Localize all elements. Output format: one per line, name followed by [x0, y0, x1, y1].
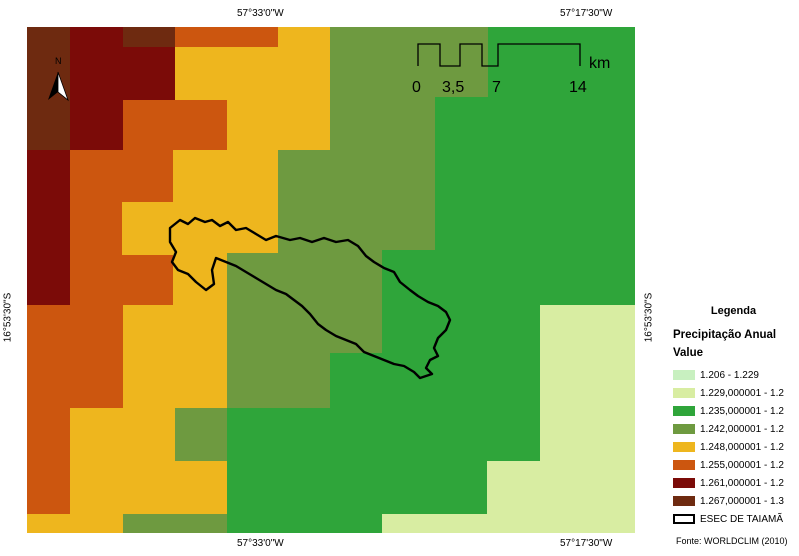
map-cell: [227, 253, 382, 353]
scale-unit: km: [589, 55, 610, 72]
coord-top-left: 57°33'0"W: [237, 8, 284, 19]
legend-swatch: [673, 388, 695, 398]
legend-swatch: [673, 406, 695, 416]
legend-subtitle: Precipitação Anual: [673, 329, 777, 341]
map-cell: [70, 255, 173, 305]
legend-swatch: [673, 496, 695, 506]
map-cell: [27, 305, 123, 408]
map-cell: [70, 150, 173, 202]
map-cell: [382, 514, 635, 533]
legend-field: Value: [673, 347, 704, 359]
legend-swatch: [673, 370, 695, 380]
map-cell: [175, 27, 278, 47]
legend-boundary-label: ESEC DE TAIAMÃ: [700, 513, 783, 525]
map-cell: [27, 150, 70, 305]
map-cell: [540, 305, 635, 461]
legend-item: 1.235,000001 - 1.2: [673, 404, 784, 418]
map-cell: [382, 305, 540, 353]
legend-item: 1.255,000001 - 1.2: [673, 458, 784, 472]
esec-boundary-outline: [168, 216, 452, 380]
map-cell: [330, 47, 488, 97]
legend-item-label: 1.242,000001 - 1.2: [700, 423, 784, 435]
legend-item: 1.242,000001 - 1.2: [673, 422, 784, 436]
map-cell: [123, 514, 227, 533]
map-cell: [70, 202, 122, 255]
legend-swatch: [673, 442, 695, 452]
coord-bottom-left: 57°33'0"W: [237, 538, 284, 549]
map-cell: [487, 461, 635, 514]
scale-tick-14: 14: [569, 79, 587, 96]
map-cell: [123, 100, 175, 150]
map-cell: [330, 353, 540, 408]
map-cell: [488, 27, 635, 97]
legend-item-label: 1.235,000001 - 1.2: [700, 405, 784, 417]
precipitation-map: N km 0 3,5 7 14: [27, 27, 635, 533]
legend-item-boundary: ESEC DE TAIAMÃ: [673, 512, 783, 526]
legend-item: 1.206 - 1.229: [673, 368, 759, 382]
legend-item: 1.261,000001 - 1.2: [673, 476, 784, 490]
legend-item-label: 1.255,000001 - 1.2: [700, 459, 784, 471]
map-cell: [330, 27, 488, 47]
legend-title: Legenda: [710, 305, 757, 317]
legend-item-label: 1.267,000001 - 1.3: [700, 495, 784, 507]
legend-swatch-boundary: [673, 514, 695, 524]
north-arrow-icon: [48, 71, 69, 102]
legend-item: 1.248,000001 - 1.2: [673, 440, 784, 454]
map-cell: [382, 250, 635, 305]
map-cell: [123, 27, 175, 47]
map-cell: [227, 408, 540, 461]
map-cell: [175, 408, 227, 461]
map-cell: [123, 47, 175, 100]
map-cell: [227, 514, 382, 533]
source-credit: Fonte: WORLDCLIM (2010): [676, 536, 788, 546]
legend-swatch: [673, 478, 695, 488]
map-cell: [175, 100, 227, 150]
scale-tick-0: 0: [412, 79, 421, 96]
map-cell: [330, 97, 435, 150]
coord-top-right: 57°17'30"W: [560, 8, 613, 19]
north-label: N: [55, 56, 62, 66]
legend-item-label: 1.261,000001 - 1.2: [700, 477, 784, 489]
legend-swatch: [673, 460, 695, 470]
map-cell: [278, 150, 435, 253]
map-cell: [70, 27, 123, 150]
legend-item-label: 1.229,000001 - 1.2: [700, 387, 784, 399]
legend-item: 1.229,000001 - 1.2: [673, 386, 784, 400]
legend-item-label: 1.248,000001 - 1.2: [700, 441, 784, 453]
coord-bottom-right: 57°17'30"W: [560, 538, 613, 549]
scale-bar: [417, 43, 581, 67]
map-cell: [227, 461, 487, 514]
map-cell: [435, 97, 635, 250]
legend-swatch: [673, 424, 695, 434]
scale-tick-3-5: 3,5: [442, 79, 464, 96]
legend-item: 1.267,000001 - 1.3: [673, 494, 784, 508]
map-cell: [227, 353, 330, 408]
legend-item-label: 1.206 - 1.229: [700, 369, 759, 381]
map-cell: [27, 408, 70, 514]
scale-tick-7: 7: [492, 79, 501, 96]
